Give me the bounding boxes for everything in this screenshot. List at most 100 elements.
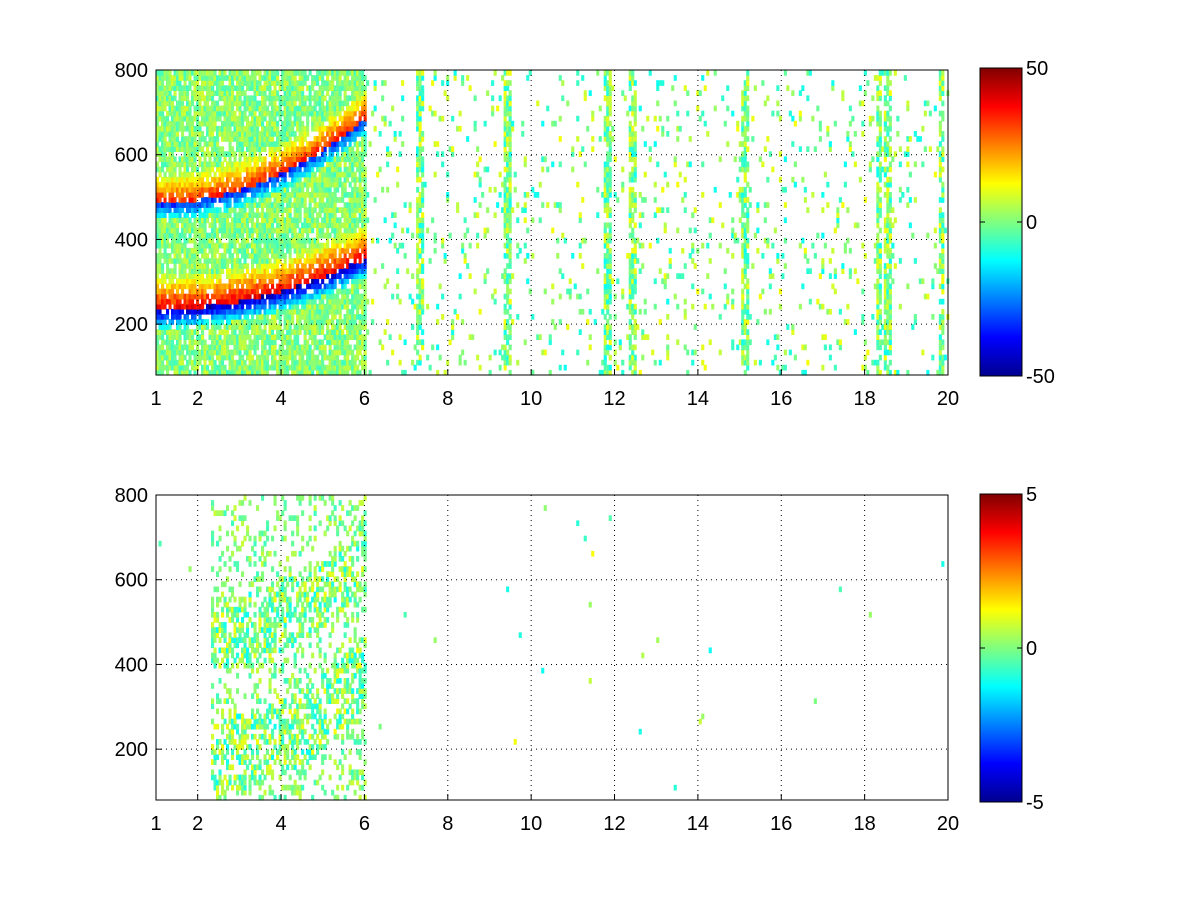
heatmap-cell <box>326 166 330 173</box>
heatmap-cell <box>258 141 262 147</box>
heatmap-cell <box>268 202 272 208</box>
heatmap-cell <box>163 161 167 168</box>
heatmap-cell <box>293 242 297 249</box>
heatmap-cell <box>541 202 545 208</box>
heatmap-cell <box>203 237 207 244</box>
heatmap-cell <box>328 105 332 112</box>
heatmap-cell <box>213 339 217 346</box>
heatmap-cell <box>173 202 177 208</box>
heatmap-cell <box>191 258 195 264</box>
heatmap-cell <box>163 253 167 259</box>
heatmap-cell <box>378 339 382 346</box>
heatmap-cell <box>333 369 337 376</box>
heatmap-cell <box>416 212 420 218</box>
heatmap-cell <box>363 339 367 346</box>
heatmap-cell <box>261 232 265 239</box>
heatmap-cell <box>508 186 512 193</box>
heatmap-cell <box>321 314 325 320</box>
heatmap-cell <box>373 80 377 86</box>
heatmap-cell <box>301 288 305 295</box>
heatmap-cell <box>508 181 512 188</box>
heatmap-cell <box>503 146 507 152</box>
heatmap-cell <box>266 70 270 76</box>
heatmap-cell <box>266 95 270 102</box>
heatmap-cell <box>421 308 425 315</box>
heatmap-cell <box>176 293 180 300</box>
heatmap-cell <box>256 273 260 279</box>
heatmap-cell <box>198 293 202 300</box>
heatmap-cell <box>346 110 350 117</box>
heatmap-cell <box>283 186 287 193</box>
heatmap-cell <box>298 75 302 81</box>
heatmap-cell <box>273 364 277 371</box>
heatmap-cell <box>418 131 422 137</box>
heatmap-cell <box>363 344 367 351</box>
heatmap-cell <box>193 125 197 132</box>
heatmap-cell <box>246 303 250 310</box>
heatmap-cell <box>248 217 252 224</box>
heatmap-cell <box>258 176 262 183</box>
heatmap-cell <box>156 227 160 234</box>
heatmap-cell <box>291 369 295 376</box>
heatmap-cell <box>171 359 175 366</box>
heatmap-cell <box>286 308 290 315</box>
heatmap-cell <box>251 253 255 259</box>
heatmap-cell <box>218 166 222 173</box>
heatmap-cell <box>286 314 290 320</box>
heatmap-cell <box>163 202 167 208</box>
heatmap-cell <box>278 202 282 208</box>
heatmap-cell <box>166 115 170 122</box>
heatmap-cell <box>251 202 255 208</box>
heatmap-cell <box>298 120 302 127</box>
heatmap-cell <box>348 85 352 91</box>
heatmap-cell <box>253 319 257 325</box>
heatmap-cell <box>216 293 220 300</box>
heatmap-cell <box>163 120 167 127</box>
heatmap-cell <box>278 146 282 152</box>
heatmap-cell <box>263 125 267 132</box>
heatmap-cell <box>211 369 215 376</box>
heatmap-cell <box>206 263 210 269</box>
heatmap-cell <box>331 151 335 157</box>
heatmap-cell <box>251 288 255 295</box>
heatmap-cell <box>511 273 515 279</box>
heatmap-cell <box>156 166 160 173</box>
heatmap-cell <box>443 258 447 264</box>
heatmap-cell <box>331 354 335 361</box>
heatmap-cell <box>168 100 172 107</box>
heatmap-cell <box>523 192 527 198</box>
heatmap-cell <box>268 308 272 315</box>
heatmap-cell <box>283 105 287 112</box>
heatmap-cell <box>238 258 242 264</box>
heatmap-cell <box>166 242 170 249</box>
heatmap-cell <box>576 349 580 356</box>
heatmap-cell <box>248 156 252 163</box>
heatmap-cell <box>308 237 312 244</box>
heatmap-cell <box>293 181 297 188</box>
heatmap-cell <box>233 181 237 188</box>
heatmap-cell <box>176 181 180 188</box>
heatmap-cell <box>338 141 342 147</box>
heatmap-cell <box>273 171 277 178</box>
heatmap-cell <box>338 90 342 96</box>
heatmap-cell <box>208 75 212 81</box>
heatmap-cell <box>416 202 420 208</box>
heatmap-cell <box>258 268 262 274</box>
heatmap-cell <box>506 237 510 244</box>
heatmap-cell <box>193 364 197 371</box>
heatmap-cell <box>226 125 230 132</box>
heatmap-cell <box>511 120 515 127</box>
heatmap-cell <box>278 242 282 249</box>
heatmap-cell <box>226 192 230 198</box>
heatmap-cell <box>156 319 160 325</box>
heatmap-cell <box>161 166 165 173</box>
heatmap-cell <box>308 247 312 254</box>
heatmap-cell <box>156 100 160 107</box>
heatmap-cell <box>246 80 250 86</box>
heatmap-cell <box>278 131 282 137</box>
heatmap-cell <box>186 298 190 305</box>
heatmap-cell <box>228 192 232 198</box>
heatmap-cell <box>418 359 422 366</box>
heatmap-cell <box>523 242 527 249</box>
heatmap-cell <box>473 125 477 132</box>
